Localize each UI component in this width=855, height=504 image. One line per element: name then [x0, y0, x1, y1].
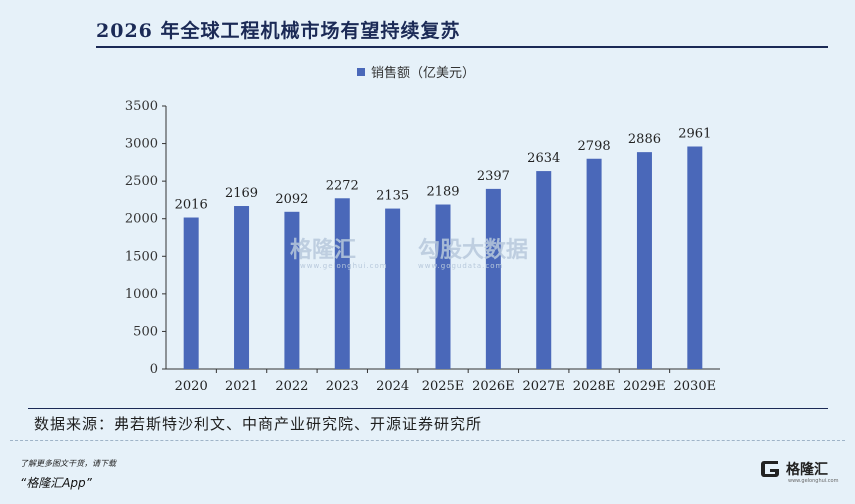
legend-swatch [357, 68, 365, 76]
bar [183, 217, 199, 369]
bar-value-label: 2798 [578, 139, 611, 154]
source-rule [28, 408, 828, 409]
bar [586, 158, 602, 369]
y-tick-label: 1000 [125, 287, 158, 302]
y-tick-label: 1500 [125, 249, 158, 264]
bar [687, 146, 703, 369]
x-tick-label: 2021 [225, 379, 258, 394]
x-tick-label: 2020 [175, 379, 208, 394]
bar-value-label: 2189 [426, 185, 459, 200]
bar-value-label: 2272 [326, 178, 359, 193]
bar-value-label: 2016 [175, 198, 208, 213]
x-tick-label: 2030E [674, 379, 717, 394]
y-tick-label: 3500 [125, 99, 158, 114]
title-rule [96, 46, 828, 48]
x-tick-label: 2026E [472, 379, 515, 394]
watermark-logo-left: 格隆汇 [290, 238, 357, 263]
bar [385, 208, 401, 369]
brand-url: www.gelonghui.com [788, 478, 839, 484]
bar-value-label: 2886 [628, 132, 661, 147]
bar-value-label: 2092 [275, 192, 308, 207]
bar-chart: 销售额（亿美元） 0 500 1000 1500 2000 2500 3000 3500 2016… [125, 65, 720, 394]
gelonghui-logo-icon [761, 461, 779, 477]
footer-divider [10, 440, 845, 441]
x-tick-label: 2028E [573, 379, 616, 394]
watermark-url-right: www.gogudata.com [418, 262, 504, 270]
x-tick-label: 2022 [275, 379, 308, 394]
bar [536, 171, 552, 369]
brand-logo: 格隆汇 [758, 458, 828, 480]
bar-value-label: 2135 [376, 189, 409, 204]
x-tick-label: 2025E [422, 379, 465, 394]
y-tick-label: 2500 [125, 174, 158, 189]
data-source-note: 数据来源：弗若斯特沙利文、中商产业研究院、开源证券研究所 [34, 415, 483, 433]
x-tick-label: 2029E [623, 379, 666, 394]
bar [435, 204, 451, 369]
bar [636, 152, 652, 369]
bar [234, 206, 250, 369]
bar [485, 188, 501, 369]
y-tick-label: 0 [150, 362, 158, 377]
x-tick-label: 2024 [376, 379, 409, 394]
bar [334, 198, 350, 369]
bar-value-label: 2397 [477, 169, 510, 184]
bar [284, 211, 300, 369]
y-tick-label: 3000 [125, 137, 158, 152]
y-tick-label: 500 [133, 324, 158, 339]
brand-name: 格隆汇 [786, 462, 828, 478]
watermark-url-left: www.gelonghui.com [300, 262, 388, 270]
bar-value-label: 2634 [527, 151, 560, 166]
promo-text: 了解更多图文干货，请下载 [20, 459, 116, 468]
bar-value-label: 2961 [678, 127, 711, 142]
y-tick-label: 2000 [125, 212, 158, 227]
x-tick-label: 2023 [326, 379, 359, 394]
watermark-logo-right: 勾股大数据 [418, 238, 529, 263]
chart-title: 2026 年全球工程机械市场有望持续复苏 [96, 20, 461, 42]
x-tick-label: 2027E [522, 379, 565, 394]
promo-app-name[interactable]: “格隆汇App” [20, 476, 92, 490]
bar-value-label: 2169 [225, 186, 258, 201]
legend-label: 销售额（亿美元） [371, 65, 475, 81]
